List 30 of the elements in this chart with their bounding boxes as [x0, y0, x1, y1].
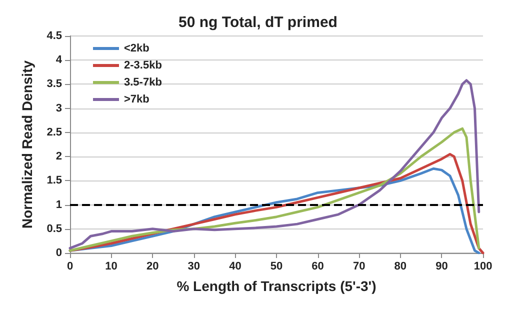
y-tick-label: 0: [56, 247, 62, 259]
x-tick-label: 40: [229, 260, 242, 272]
x-tick-label: 30: [188, 260, 200, 272]
x-tick-label: 10: [105, 260, 118, 272]
x-tick-label: 90: [436, 260, 448, 272]
chart-title: 50 ng Total, dT primed: [178, 14, 338, 31]
legend-label: 3.5-7kb: [124, 76, 162, 88]
line-series: [68, 127, 480, 252]
x-tick-label: 50: [270, 260, 283, 272]
legend-label: <2kb: [124, 42, 150, 54]
y-tick-label: 2: [56, 150, 62, 163]
x-axis-title: % Length of Transcripts (5'-3'): [176, 278, 376, 294]
y-tick-label: 3.5: [46, 78, 62, 90]
y-tick-label: 0.5: [46, 222, 62, 235]
y-axis-title: Normalized Read Density: [19, 60, 35, 229]
x-tick-label: 80: [394, 260, 407, 272]
x-tick-label: 20: [146, 260, 159, 272]
x-tick-label: 0: [66, 260, 74, 272]
line-series: [68, 79, 480, 250]
y-tick-label: 1.5: [46, 174, 62, 187]
y-tick-label: 4.5: [46, 30, 62, 42]
y-tick-label: 3: [56, 102, 62, 114]
x-tick-label: 70: [352, 260, 366, 272]
legend-label: >7kb: [124, 94, 150, 106]
x-tick-label: 60: [312, 260, 324, 272]
y-tick-label: 4: [56, 54, 63, 66]
x-tick-label: 100: [474, 260, 492, 272]
legend-label: 2-3.5kb: [124, 60, 162, 72]
y-tick-label: 1: [56, 198, 62, 211]
y-tick-label: 2.5: [46, 126, 62, 138]
